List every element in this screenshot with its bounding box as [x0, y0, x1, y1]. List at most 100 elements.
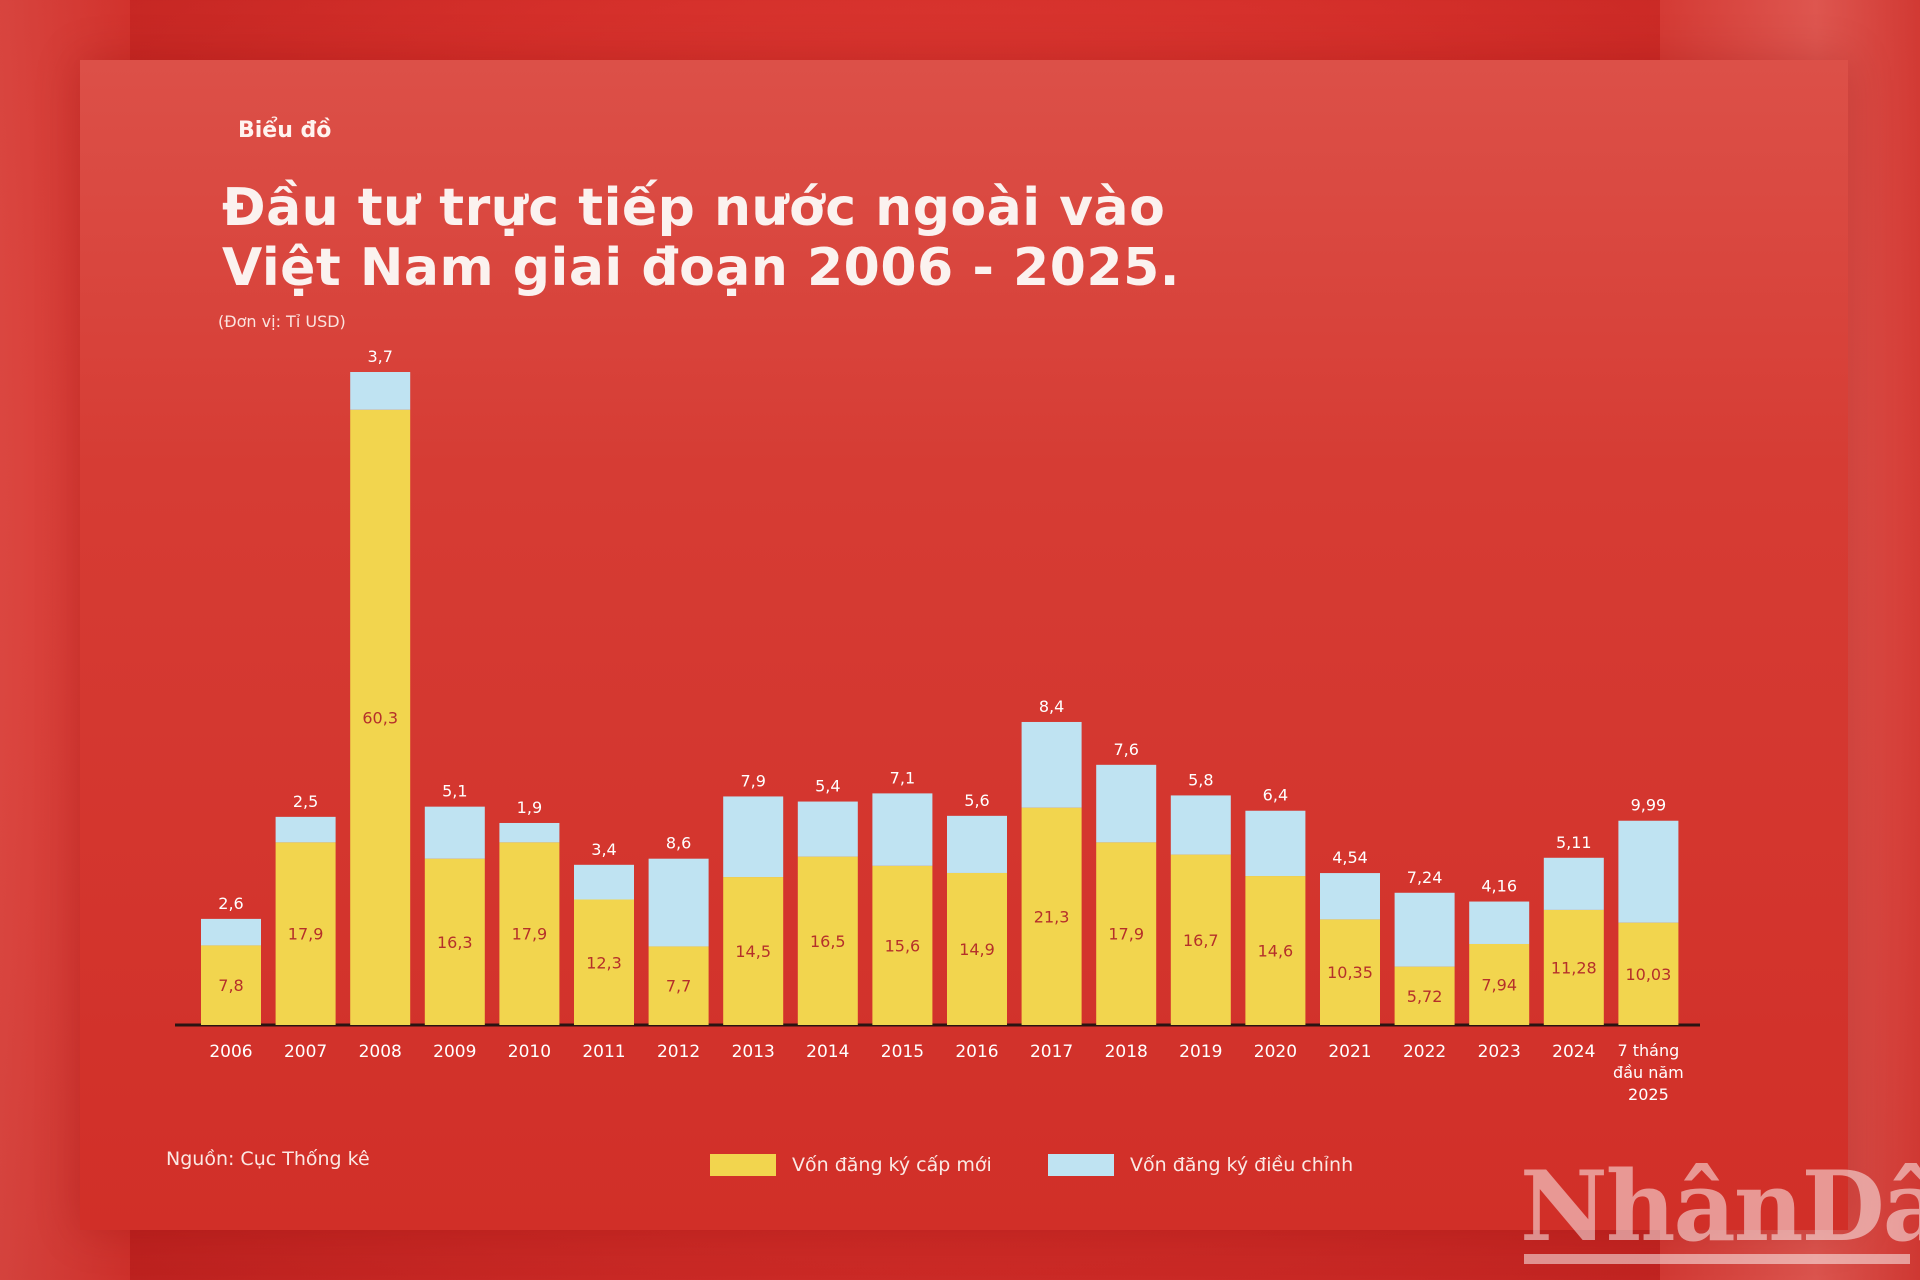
x-tick-label: 2011: [582, 1042, 625, 1062]
watermark-logo: NhânDân: [1520, 1150, 1920, 1263]
bar-new-capital: [201, 945, 261, 1025]
bar-label-new-capital: 16,3: [437, 933, 473, 952]
x-tick-label: 2022: [1403, 1042, 1446, 1062]
chart-kicker: Biểu đồ: [238, 118, 332, 143]
bar-label-new-capital: 11,28: [1551, 958, 1597, 977]
bar-new-capital: [1245, 876, 1306, 1025]
x-tick-label: 2010: [508, 1042, 551, 1062]
bar-new-capital: [1394, 966, 1455, 1025]
bar-new-capital: [648, 946, 709, 1025]
bar-label-adjusted-capital: 4,16: [1481, 877, 1517, 896]
x-tick-label: 2019: [1179, 1042, 1222, 1062]
x-tick-label: 2021: [1328, 1042, 1371, 1062]
bar-label-new-capital: 21,3: [1034, 907, 1070, 926]
bar-label-adjusted-capital: 2,5: [293, 792, 318, 811]
x-tick-label: 2013: [732, 1042, 775, 1062]
bar-label-adjusted-capital: 4,54: [1332, 848, 1368, 867]
x-tick-label: 2006: [209, 1042, 252, 1062]
x-tick-label: 7 tháng: [1618, 1041, 1680, 1060]
x-tick-label: 2023: [1478, 1042, 1521, 1062]
legend-label-new-capital: Vốn đăng ký cấp mới: [792, 1154, 992, 1176]
bar-label-adjusted-capital: 3,7: [367, 347, 392, 366]
bar-label-adjusted-capital: 3,4: [591, 840, 616, 859]
source-note: Nguồn: Cục Thống kê: [166, 1148, 370, 1170]
bar-label-new-capital: 10,03: [1625, 965, 1671, 984]
bar-label-adjusted-capital: 5,11: [1556, 833, 1592, 852]
bar-adjusted-capital: [947, 815, 1007, 873]
bar-label-new-capital: 16,5: [810, 932, 846, 951]
bar-label-adjusted-capital: 8,4: [1039, 697, 1064, 716]
bar-new-capital: [947, 872, 1007, 1025]
bar-new-capital: [1543, 909, 1604, 1025]
x-tick-label: 2016: [955, 1042, 998, 1062]
x-tick-label: 2025: [1628, 1085, 1669, 1104]
bar-new-capital: [723, 877, 784, 1025]
bar-adjusted-capital: [1021, 721, 1082, 808]
bar-label-adjusted-capital: 6,4: [1263, 786, 1288, 805]
chart-title-line-2: Việt Nam giai đoạn 2006 - 2025.: [222, 238, 1180, 298]
bar-label-new-capital: 14,6: [1258, 942, 1294, 961]
bar-adjusted-capital: [1170, 795, 1231, 855]
bar-label-new-capital: 14,9: [959, 940, 995, 959]
x-tick-label: 2024: [1552, 1042, 1595, 1062]
chart-unit: (Đơn vị: Tỉ USD): [218, 312, 346, 331]
bar-adjusted-capital: [1618, 820, 1679, 923]
bar-new-capital: [797, 856, 858, 1025]
bar-label-new-capital: 10,35: [1327, 963, 1373, 982]
bar-label-new-capital: 12,3: [586, 953, 622, 972]
bar-adjusted-capital: [1394, 892, 1455, 967]
x-tick-label: đầu năm: [1613, 1063, 1684, 1082]
bar-adjusted-capital: [574, 864, 634, 900]
bar-label-adjusted-capital: 7,1: [890, 768, 915, 787]
bar-new-capital: [499, 842, 560, 1025]
bar-label-new-capital: 5,72: [1407, 987, 1443, 1006]
x-tick-label: 2012: [657, 1042, 700, 1062]
bar-label-adjusted-capital: 2,6: [218, 894, 243, 913]
bar-label-new-capital: 7,7: [666, 977, 691, 996]
bar-adjusted-capital: [797, 801, 858, 857]
bar-label-new-capital: 15,6: [885, 936, 921, 955]
bar-label-adjusted-capital: 8,6: [666, 834, 691, 853]
x-tick-label: 2015: [881, 1042, 924, 1062]
chart-title-line-1: Đầu tư trực tiếp nước ngoài vào: [222, 178, 1166, 238]
bar-new-capital: [1320, 919, 1380, 1025]
bar-label-adjusted-capital: 5,1: [442, 782, 467, 801]
bar-new-capital: [350, 409, 411, 1025]
bar-label-adjusted-capital: 9,99: [1631, 796, 1667, 815]
bar-new-capital: [1096, 842, 1157, 1025]
bar-label-new-capital: 17,9: [512, 925, 548, 944]
bar-label-new-capital: 60,3: [362, 708, 398, 727]
bar-label-adjusted-capital: 5,6: [964, 791, 989, 810]
bar-label-new-capital: 16,7: [1183, 931, 1219, 950]
bar-label-adjusted-capital: 5,8: [1188, 770, 1213, 789]
bar-label-adjusted-capital: 7,9: [740, 771, 765, 790]
bar-label-new-capital: 7,94: [1481, 975, 1517, 994]
bar-adjusted-capital: [1320, 873, 1380, 920]
bar-adjusted-capital: [723, 796, 784, 878]
watermark-underline: [1524, 1254, 1910, 1264]
bar-label-new-capital: 7,8: [218, 976, 243, 995]
x-tick-label: 2020: [1254, 1042, 1297, 1062]
bar-adjusted-capital: [424, 806, 485, 859]
bar-adjusted-capital: [275, 816, 336, 843]
bar-label-adjusted-capital: 7,6: [1113, 740, 1138, 759]
x-tick-label: 2009: [433, 1042, 476, 1062]
bar-new-capital: [424, 858, 485, 1025]
chart-title: Đầu tư trực tiếp nước ngoài vào Việt Nam…: [222, 178, 1180, 298]
legend-label-adjusted-capital: Vốn đăng ký điều chỉnh: [1130, 1154, 1354, 1176]
bar-label-adjusted-capital: 5,4: [815, 777, 840, 796]
x-tick-label: 2017: [1030, 1042, 1073, 1062]
bar-adjusted-capital: [201, 918, 261, 946]
bar-new-capital: [1618, 922, 1679, 1025]
bar-new-capital: [1170, 854, 1231, 1025]
bar-label-adjusted-capital: 7,24: [1407, 868, 1443, 887]
x-tick-label: 2018: [1105, 1042, 1148, 1062]
bar-adjusted-capital: [1543, 857, 1604, 910]
bar-adjusted-capital: [1469, 901, 1530, 944]
legend-item-new-capital: Vốn đăng ký cấp mới: [710, 1154, 992, 1176]
x-tick-label: 2014: [806, 1042, 849, 1062]
bar-adjusted-capital: [1245, 810, 1306, 877]
bar-new-capital: [275, 842, 336, 1025]
x-tick-label: 2008: [359, 1042, 402, 1062]
